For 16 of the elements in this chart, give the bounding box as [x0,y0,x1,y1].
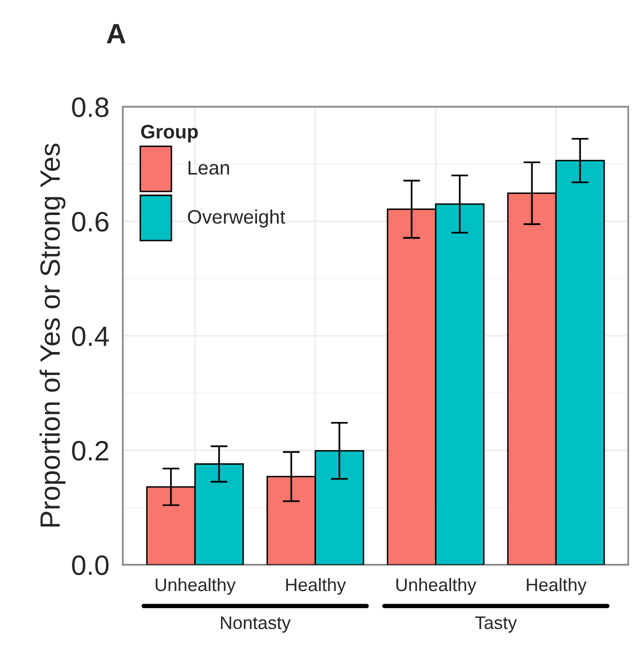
x-tick-label: Unhealthy [156,578,236,595]
text: Nontasty [221,616,291,633]
y-tick-label: 0.0 [72,555,109,576]
x-tick-label: Healthy [526,578,587,595]
text: Tasty [475,616,517,633]
legend-title: Group [141,124,198,142]
y-axis-title: Proportion of Yes or Strong Yes [40,144,66,527]
y-tick-label: 0.2 [72,440,108,461]
x-tick-label: Unhealthy [396,578,476,595]
y-tick-label: 0.6 [72,212,108,232]
legend-label: Overweight [188,209,286,228]
y-tick-label: 0.4 [72,326,109,346]
y-tick-label: 0.8 [72,97,108,118]
x-tick-label: Healthy [286,578,346,595]
chart-title: A [106,24,126,44]
legend-label: Lean [188,161,229,175]
